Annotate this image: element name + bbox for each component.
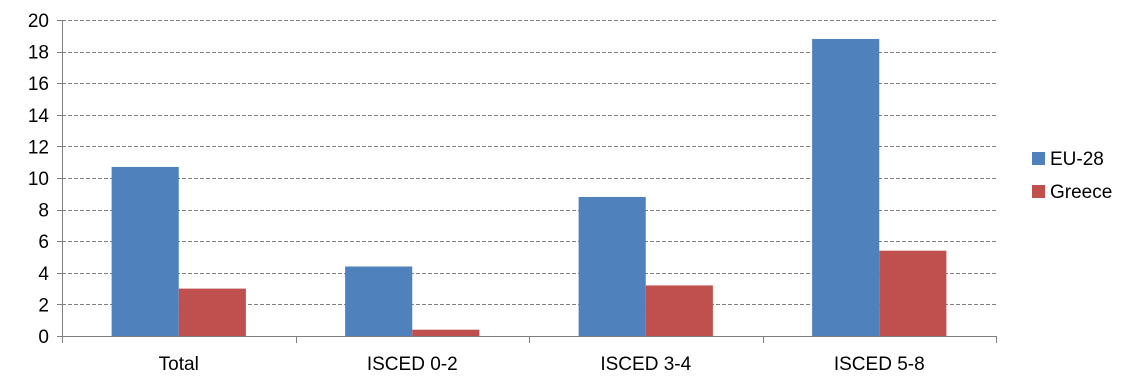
legend-swatch (1032, 152, 1045, 165)
y-tick-label: 6 (38, 232, 49, 253)
axes (57, 20, 997, 343)
y-tick-label: 20 (28, 11, 49, 32)
x-tick-label: ISCED 5-8 (834, 354, 925, 375)
y-tick-label: 2 (38, 295, 49, 316)
y-tick-label: 4 (38, 264, 49, 285)
bar-eu-28-2 (578, 196, 646, 336)
y-tick-label: 16 (28, 74, 49, 95)
bar-eu-28-0 (111, 166, 179, 336)
bar-greece-1 (412, 329, 480, 336)
legend-label: EU-28 (1050, 149, 1104, 170)
y-tick-label: 10 (28, 169, 49, 190)
y-tick-label: 12 (28, 137, 49, 158)
legend-label: Greece (1050, 182, 1112, 203)
y-tick-label: 0 (38, 327, 49, 348)
y-tick-label: 8 (38, 201, 49, 222)
bar-eu-28-1 (345, 266, 413, 336)
y-tick-label: 18 (28, 43, 49, 64)
y-tick-labels: 0 2 4 6 8 10 12 14 16 18 20 (28, 11, 50, 348)
x-tick-labels: Total ISCED 0-2 ISCED 3-4 ISCED 5-8 (159, 354, 925, 375)
bar-greece-3 (879, 250, 947, 336)
bar-greece-2 (645, 285, 713, 336)
legend: EU-28 Greece (1032, 149, 1112, 203)
bars (111, 38, 947, 337)
legend-swatch (1032, 185, 1045, 198)
x-tick-label: ISCED 0-2 (367, 354, 458, 375)
x-tick-label: ISCED 3-4 (600, 354, 691, 375)
bar-eu-28-3 (812, 38, 880, 337)
y-tick-label: 14 (28, 106, 50, 127)
bar-greece-0 (178, 288, 246, 336)
x-tick-label: Total (159, 354, 199, 375)
